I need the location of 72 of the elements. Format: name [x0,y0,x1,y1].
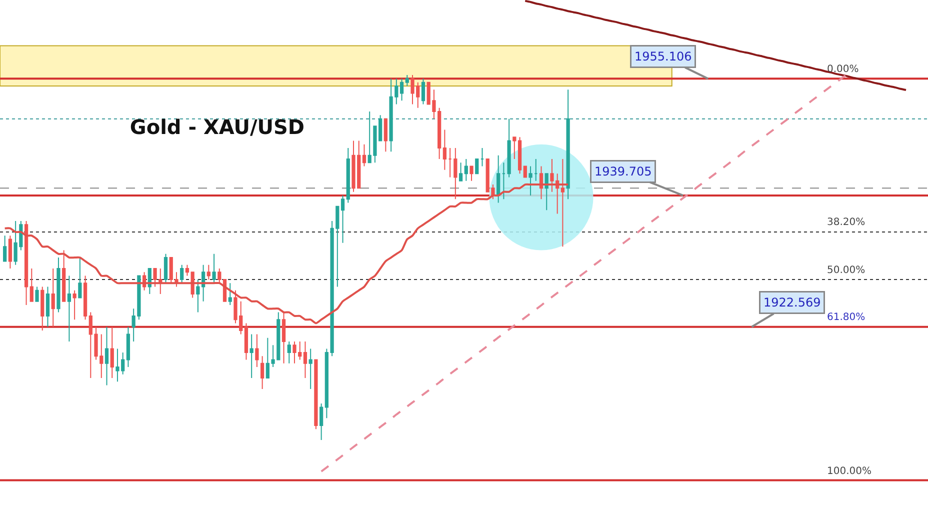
candlestick [72,290,76,320]
candlestick [62,250,66,302]
candlestick [190,272,194,298]
candlestick [104,326,109,386]
candlestick [30,268,34,302]
annotation: 1955.106 [634,50,692,64]
candlestick [458,162,463,182]
candlestick [35,286,39,302]
candlestick [185,264,190,276]
candlestick [320,403,324,441]
text: Gold - XAU/USD [130,114,305,139]
candlestick [566,89,570,200]
candlestick [78,257,82,298]
candlestick [400,78,404,102]
candlestick [340,194,345,244]
candlestick [46,286,50,328]
candlestick [83,275,88,320]
candlestick [314,359,318,430]
annotation: 50.00% [827,265,866,276]
annotation: 100.00% [827,466,872,477]
candlestick [544,173,548,211]
candlestick [528,166,532,196]
candlestick [260,356,264,390]
candlestick [480,148,484,167]
candlestick [502,162,506,200]
candlestick [384,118,388,152]
candlestick [250,334,254,378]
candlestick [507,118,511,178]
candlestick [8,235,12,269]
candlestick [212,253,216,284]
candlestick [282,312,286,364]
candlestick [560,158,565,248]
candlestick [67,275,72,342]
candlestick [110,326,114,378]
candlestick [148,268,152,295]
candlestick [255,334,259,368]
candlestick [56,257,60,313]
candlestick [454,148,458,200]
candlestick [126,326,130,368]
candlestick [512,136,516,160]
annotation: 38.20% [827,217,866,228]
candlestick [518,136,522,174]
annotation: 1939.705 [594,164,652,178]
candlestick [3,235,7,262]
candlestick [470,166,474,182]
annotation: 1922.569 [764,296,821,310]
candlestick [405,74,409,86]
candlestick [51,268,55,328]
candlestick [421,78,426,105]
candlestick [539,166,544,200]
candlestick [534,158,538,182]
candlestick [448,148,452,178]
candlestick [24,220,28,306]
annotation: 0.00% [827,64,859,75]
candlestick [164,253,168,284]
candlestick [308,348,312,390]
candlestick [496,154,500,204]
candlestick [244,322,248,360]
candlestick [218,268,222,284]
candlestick [40,286,44,332]
candlestick [523,166,527,178]
candlestick [464,158,468,182]
candlestick [442,129,446,170]
candlestick [206,264,210,280]
candlestick [228,282,232,306]
candlestick [362,144,366,167]
candlestick [287,341,291,364]
candlestick [180,264,184,284]
candlestick [346,148,350,204]
annotation: 61.80% [827,312,866,323]
candlestick [475,158,479,174]
candlestick [303,341,308,378]
